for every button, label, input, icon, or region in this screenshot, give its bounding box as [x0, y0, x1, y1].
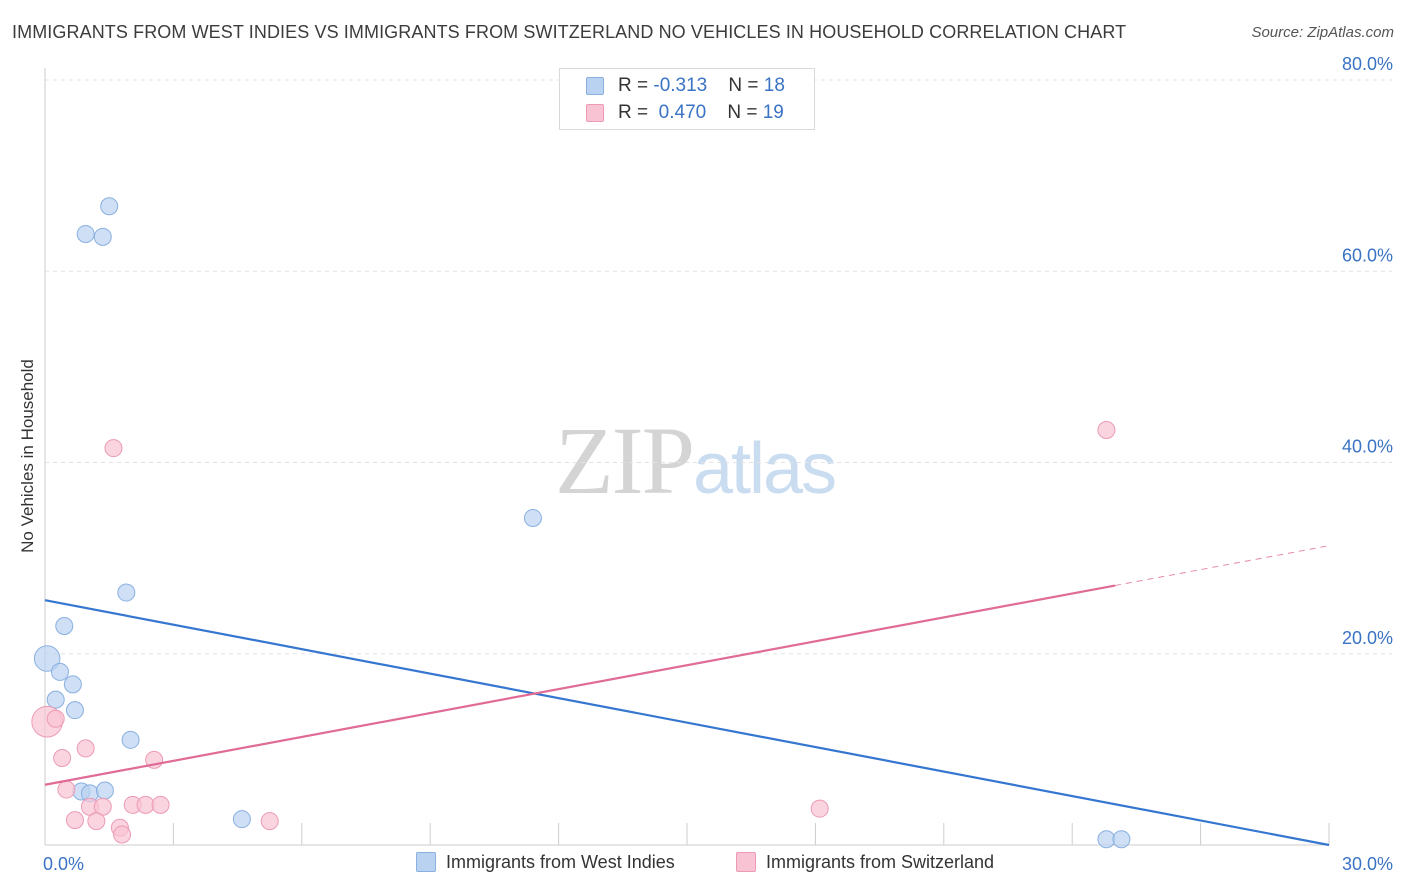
y-tick-label: 80.0% — [1342, 54, 1393, 74]
legend-n-value: 18 — [763, 75, 785, 96]
legend-r-label: R = — [618, 75, 654, 96]
bottom-legend-switzerland: Immigrants from Switzerland — [736, 852, 994, 873]
chart-title: IMMIGRANTS FROM WEST INDIES VS IMMIGRANT… — [12, 22, 1127, 42]
trend-line-switzerland-extension — [1114, 545, 1330, 587]
correlation-legend: R = -0.313 N = 18 R = 0.470 N = 19 — [559, 68, 815, 130]
legend-n-label: N = — [727, 102, 763, 123]
data-point-west-indies — [63, 675, 82, 694]
y-tick-label: 60.0% — [1342, 245, 1393, 265]
y-tick-label: 40.0% — [1342, 437, 1393, 457]
data-point-west-indies — [76, 224, 95, 243]
legend-r-value: -0.313 — [653, 75, 708, 96]
data-point-switzerland — [113, 825, 132, 844]
data-point-west-indies — [65, 701, 84, 720]
bottom-legend-label: Immigrants from West Indies — [446, 852, 675, 872]
data-point-switzerland — [104, 439, 123, 458]
data-point-switzerland — [65, 811, 84, 830]
x-tick-label: 30.0% — [1342, 854, 1393, 874]
data-point-west-indies — [117, 583, 136, 602]
watermark: ZIPatlas — [555, 405, 837, 516]
legend-swatch-blue — [586, 77, 604, 95]
data-point-switzerland — [151, 795, 170, 814]
data-point-west-indies — [523, 508, 542, 527]
legend-r-label: R = — [618, 102, 654, 123]
bottom-legend-west-indies: Immigrants from West Indies — [416, 852, 675, 873]
data-point-switzerland — [136, 795, 155, 814]
watermark-atlas: atlas — [693, 429, 837, 509]
data-point-switzerland — [57, 780, 76, 799]
data-point-switzerland — [76, 739, 95, 758]
data-point-switzerland — [53, 748, 72, 767]
data-point-west-indies — [55, 617, 74, 636]
data-point-west-indies — [93, 227, 112, 246]
legend-r-value: 0.470 — [658, 102, 707, 123]
data-point-west-indies — [46, 690, 65, 709]
trend-line-west-indies — [44, 599, 1330, 847]
trend-line-switzerland — [44, 584, 1116, 786]
data-point-west-indies — [121, 730, 140, 749]
data-point-west-indies — [1112, 830, 1131, 849]
data-point-switzerland — [810, 799, 829, 818]
legend-swatch-pink — [586, 104, 604, 122]
y-axis-label: No Vehicles in Household — [18, 359, 37, 553]
bottom-legend-swatch-pink — [736, 852, 756, 872]
source-credit: Source: ZipAtlas.com — [1251, 24, 1394, 41]
data-point-switzerland — [46, 709, 65, 728]
legend-n-label: N = — [728, 75, 764, 96]
data-point-west-indies — [33, 645, 61, 672]
y-tick-label: 20.0% — [1342, 628, 1393, 648]
data-point-west-indies — [50, 662, 69, 681]
bottom-legend-swatch-blue — [416, 852, 436, 872]
data-point-switzerland — [260, 812, 279, 831]
data-point-west-indies — [95, 781, 114, 800]
data-point-switzerland — [87, 812, 106, 831]
data-point-west-indies — [1097, 830, 1116, 849]
legend-n-value: 19 — [762, 102, 784, 123]
data-point-switzerland — [1097, 420, 1116, 439]
data-point-west-indies — [232, 810, 251, 829]
data-point-west-indies — [100, 197, 119, 216]
bottom-legend-label: Immigrants from Switzerland — [766, 852, 995, 872]
watermark-zip: ZIP — [555, 407, 695, 514]
x-tick-label: 0.0% — [43, 854, 84, 874]
